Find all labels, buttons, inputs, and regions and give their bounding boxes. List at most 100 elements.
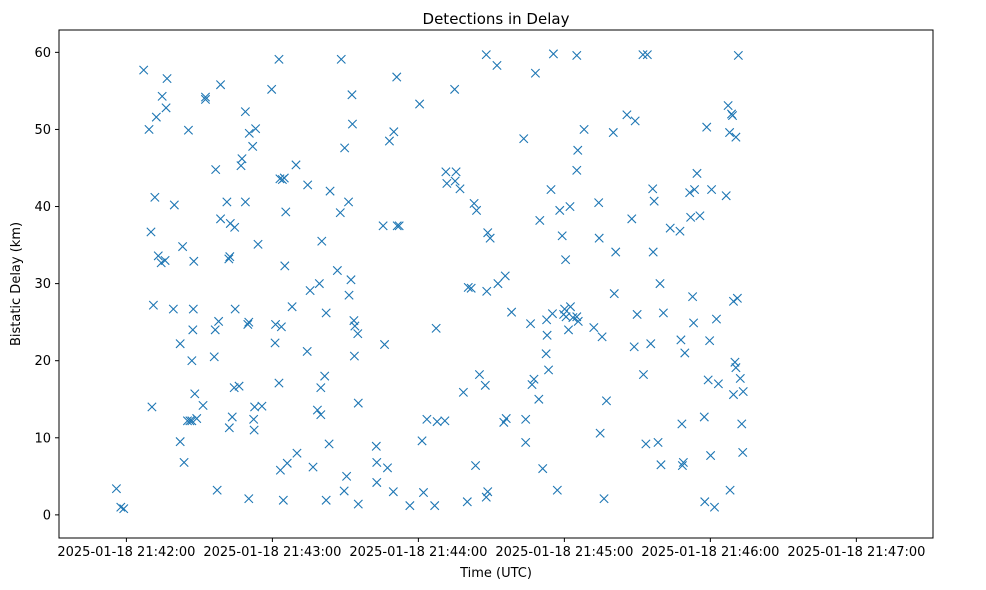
data-point	[721, 191, 731, 201]
data-point	[353, 499, 363, 509]
data-point	[244, 494, 254, 504]
y-tick-label: 0	[43, 508, 51, 523]
scatter-series	[111, 49, 748, 514]
data-point	[183, 125, 194, 135]
data-point	[527, 380, 537, 390]
data-point	[688, 318, 699, 328]
data-point	[244, 128, 254, 138]
data-point	[543, 365, 554, 375]
data-point	[224, 423, 234, 433]
data-point	[372, 457, 382, 468]
data-point	[731, 363, 741, 373]
data-point	[253, 239, 263, 249]
axes-frame	[58, 29, 934, 539]
data-point	[692, 168, 702, 178]
data-point	[302, 346, 312, 357]
data-point	[151, 112, 161, 122]
data-point	[243, 319, 253, 330]
data-point	[557, 231, 567, 241]
data-point	[474, 369, 485, 380]
data-point	[303, 180, 313, 190]
data-point	[224, 254, 234, 264]
y-axis: 0 10 20 30 40 50 60	[34, 46, 59, 523]
data-point	[548, 49, 559, 59]
data-point	[560, 304, 570, 314]
y-tick-label: 10	[34, 431, 51, 446]
data-point	[388, 487, 398, 497]
data-point	[470, 460, 481, 471]
data-point	[270, 338, 280, 348]
data-point	[162, 73, 172, 84]
data-point	[430, 501, 440, 511]
data-point	[737, 419, 747, 429]
data-point	[182, 416, 193, 426]
data-point	[175, 339, 185, 349]
data-point	[346, 275, 356, 285]
data-point	[646, 339, 656, 349]
data-point	[267, 84, 277, 94]
data-point	[340, 143, 350, 153]
data-point	[237, 154, 247, 164]
data-point	[688, 292, 698, 302]
data-point	[321, 495, 331, 505]
data-point	[189, 256, 199, 266]
data-point	[594, 233, 604, 243]
data-point	[658, 308, 668, 318]
data-point	[185, 416, 195, 426]
data-point	[572, 165, 582, 175]
data-point	[732, 293, 742, 303]
data-point	[678, 457, 688, 468]
data-point	[249, 425, 259, 435]
data-point	[111, 484, 122, 494]
data-point	[565, 302, 576, 312]
data-point	[353, 329, 363, 339]
y-tick-label: 40	[34, 200, 51, 215]
data-point	[665, 223, 675, 233]
data-point	[501, 413, 511, 424]
data-point	[521, 414, 531, 424]
x-tick-label: 2025-01-18 21:43:00	[203, 545, 341, 560]
data-point	[139, 65, 149, 75]
data-point	[728, 296, 739, 306]
x-axis-label: Time (UTC)	[459, 566, 532, 581]
data-point	[431, 323, 441, 333]
data-point	[572, 50, 582, 61]
data-point	[175, 437, 185, 447]
data-point	[629, 342, 639, 352]
data-point	[372, 477, 382, 488]
data-point	[250, 402, 260, 412]
data-point	[234, 381, 244, 391]
data-point	[525, 319, 536, 329]
data-point	[709, 502, 720, 512]
data-point	[521, 437, 531, 448]
data-point	[735, 373, 745, 384]
data-point	[200, 94, 211, 104]
data-point	[547, 309, 558, 319]
data-point	[450, 176, 460, 186]
data-point	[738, 447, 748, 458]
data-point	[529, 374, 539, 384]
data-point	[192, 413, 202, 424]
data-point	[653, 437, 663, 448]
data-point	[450, 84, 460, 94]
data-point	[555, 205, 565, 215]
data-point	[188, 325, 198, 335]
data-point	[622, 110, 632, 120]
data-point	[350, 321, 360, 331]
y-tick-label: 20	[34, 354, 51, 369]
data-point	[335, 208, 345, 218]
data-point	[215, 80, 226, 90]
data-point	[336, 54, 346, 64]
data-point	[227, 412, 237, 422]
data-point	[347, 90, 357, 100]
data-point	[153, 251, 163, 261]
data-point	[733, 50, 743, 61]
data-point	[279, 173, 289, 183]
data-point	[379, 339, 390, 350]
data-point	[442, 178, 452, 188]
data-point	[281, 207, 291, 217]
data-point	[168, 304, 178, 314]
data-point	[249, 414, 259, 424]
data-point	[711, 314, 722, 324]
